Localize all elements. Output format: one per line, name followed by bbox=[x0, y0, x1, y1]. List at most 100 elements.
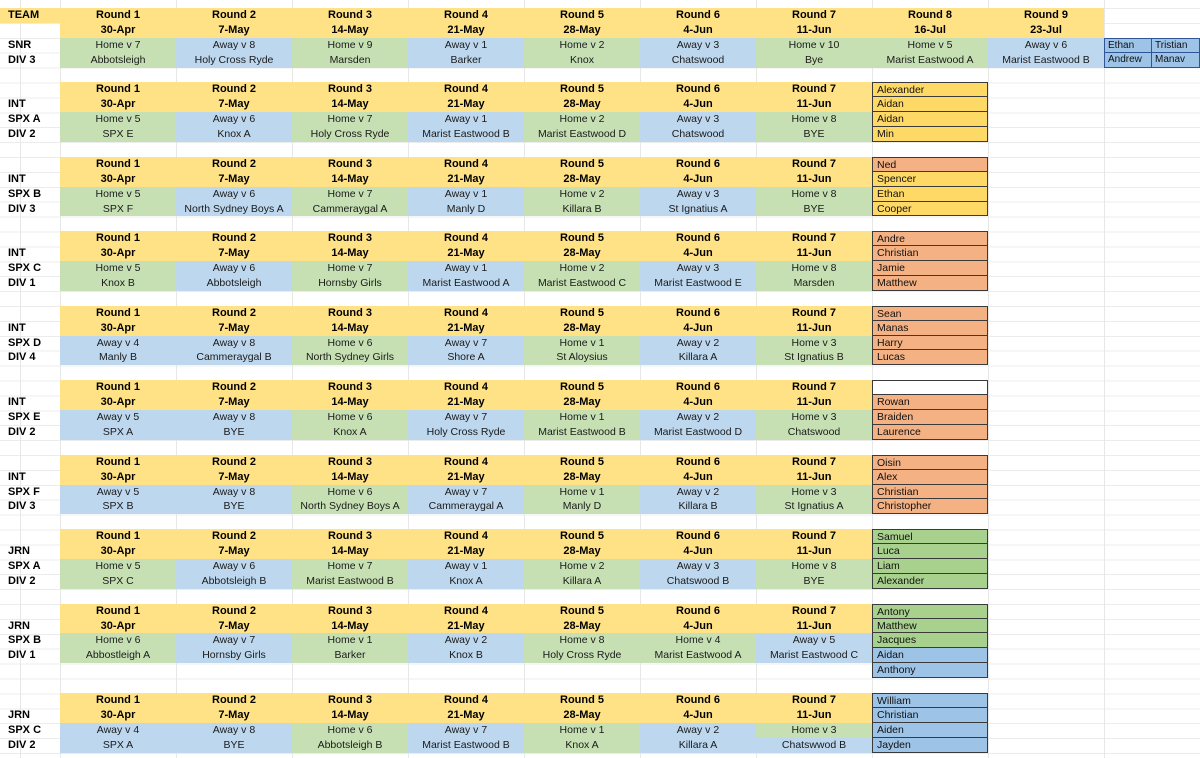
team-label-cell[interactable]: INT bbox=[8, 172, 26, 185]
round-header-cell[interactable]: Round 6 bbox=[640, 603, 756, 619]
team-label-cell[interactable]: INT bbox=[8, 247, 26, 260]
opponent-cell[interactable]: Manly B bbox=[60, 350, 176, 366]
opponent-cell[interactable]: Knox B bbox=[60, 276, 176, 291]
fixture-cell[interactable]: Away v 1 bbox=[408, 112, 524, 128]
round-header-cell[interactable]: Round 2 bbox=[176, 603, 292, 619]
player-name-cell[interactable]: Samuel bbox=[872, 529, 988, 545]
round-header-cell[interactable]: Round 4 bbox=[408, 603, 524, 619]
fixture-cell[interactable]: Away v 3 bbox=[640, 37, 756, 53]
opponent-cell[interactable]: Cammeraygal B bbox=[176, 350, 292, 366]
fixture-cell[interactable]: Home v 5 bbox=[60, 558, 176, 574]
round-header-cell[interactable]: Round 6 bbox=[640, 8, 756, 23]
round-header-cell[interactable]: Round 4 bbox=[408, 8, 524, 23]
team-label-cell[interactable]: SPX C bbox=[8, 262, 42, 275]
fixture-cell[interactable]: Away v 5 bbox=[756, 633, 872, 649]
round-date-cell[interactable]: 28-May bbox=[524, 320, 640, 336]
player-name-cell[interactable]: Andre bbox=[872, 231, 988, 247]
fixture-cell[interactable]: Away v 3 bbox=[640, 558, 756, 574]
team-label-cell[interactable]: SPX E bbox=[8, 411, 41, 424]
round-date-cell[interactable]: 30-Apr bbox=[60, 544, 176, 559]
round-header-cell[interactable]: Round 1 bbox=[60, 603, 176, 619]
opponent-cell[interactable]: Marist Eastwood B bbox=[292, 573, 408, 589]
player-name-cell[interactable]: Jacques bbox=[872, 633, 988, 649]
round-header-cell[interactable]: Round 5 bbox=[524, 82, 640, 98]
team-label-cell[interactable]: SPX A bbox=[8, 113, 41, 126]
player-name-cell[interactable]: Aiden bbox=[872, 722, 988, 738]
round-header-cell[interactable]: Round 7 bbox=[756, 529, 872, 545]
fixture-cell[interactable]: Away v 7 bbox=[408, 410, 524, 425]
round-header-cell[interactable]: Round 6 bbox=[640, 231, 756, 247]
team-label-cell[interactable] bbox=[0, 380, 60, 395]
round-date-cell[interactable]: 21-May bbox=[408, 22, 524, 38]
round-date-cell[interactable]: 14-May bbox=[292, 544, 408, 559]
round-date-cell[interactable]: 4-Jun bbox=[640, 469, 756, 485]
opponent-cell[interactable]: North Sydney Boys A bbox=[176, 201, 292, 217]
opponent-cell[interactable]: Holy Cross Ryde bbox=[524, 648, 640, 664]
team-label-cell[interactable]: INT bbox=[8, 321, 26, 334]
team-label-cell[interactable]: SPX B bbox=[8, 187, 42, 200]
fixture-cell[interactable]: Away v 3 bbox=[640, 112, 756, 128]
fixture-cell[interactable]: Home v 2 bbox=[524, 112, 640, 128]
opponent-cell[interactable]: Barker bbox=[408, 52, 524, 68]
round-date-cell[interactable]: 21-May bbox=[408, 246, 524, 262]
round-header-cell[interactable]: Round 3 bbox=[292, 8, 408, 23]
player-name-cell[interactable]: Matthew bbox=[872, 618, 988, 634]
fixture-cell[interactable]: Away v 1 bbox=[408, 37, 524, 53]
opponent-cell[interactable]: Chatswood bbox=[640, 127, 756, 143]
fixture-cell[interactable]: Home v 3 bbox=[756, 410, 872, 425]
player-name-cell[interactable]: Anthony bbox=[872, 663, 988, 679]
team-label-cell[interactable]: DIV 3 bbox=[8, 53, 36, 66]
opponent-cell[interactable]: Manly D bbox=[408, 201, 524, 217]
team-label-cell[interactable]: DIV 2 bbox=[8, 128, 36, 141]
opponent-cell[interactable]: Marist Eastwood D bbox=[524, 127, 640, 143]
player-name-cell[interactable]: Alexander bbox=[872, 573, 988, 589]
team-label-cell[interactable] bbox=[0, 529, 60, 544]
fixture-cell[interactable]: Home v 6 bbox=[292, 722, 408, 738]
opponent-cell[interactable]: Abbotsleigh bbox=[60, 52, 176, 68]
player-name-cell[interactable]: Matthew bbox=[872, 276, 988, 291]
round-date-cell[interactable]: 14-May bbox=[292, 707, 408, 723]
round-header-cell[interactable]: Round 5 bbox=[524, 305, 640, 321]
fixture-cell[interactable]: Away v 6 bbox=[176, 112, 292, 128]
round-header-cell[interactable]: Round 5 bbox=[524, 380, 640, 396]
round-header-cell[interactable]: Round 7 bbox=[756, 82, 872, 98]
round-header-cell[interactable]: Round 6 bbox=[640, 454, 756, 470]
opponent-cell[interactable]: Manly D bbox=[524, 499, 640, 515]
fixture-cell[interactable]: Home v 5 bbox=[872, 37, 988, 53]
opponent-cell[interactable]: Hornsby Girls bbox=[176, 648, 292, 664]
player-name-cell[interactable]: Manas bbox=[872, 320, 988, 336]
round-date-cell[interactable]: 28-May bbox=[524, 469, 640, 485]
fixture-cell[interactable]: Away v 2 bbox=[640, 335, 756, 351]
player-name-cell[interactable]: Andrew bbox=[1104, 52, 1152, 68]
opponent-cell[interactable]: Chatswood B bbox=[640, 573, 756, 589]
opponent-cell[interactable]: SPX B bbox=[60, 499, 176, 515]
team-label-cell[interactable]: INT bbox=[8, 396, 26, 409]
team-label-cell[interactable]: SPX A bbox=[8, 559, 41, 572]
fixture-cell[interactable]: Away v 1 bbox=[408, 186, 524, 202]
player-name-cell[interactable]: Ethan bbox=[1104, 37, 1152, 53]
player-name-cell[interactable]: Christian bbox=[872, 246, 988, 262]
round-header-cell[interactable]: Round 6 bbox=[640, 380, 756, 396]
round-header-cell[interactable]: Round 4 bbox=[408, 454, 524, 470]
opponent-cell[interactable]: Marist Eastwood B bbox=[408, 127, 524, 143]
round-header-cell[interactable]: Round 7 bbox=[756, 231, 872, 247]
player-name-cell[interactable]: Cooper bbox=[872, 201, 988, 217]
round-date-cell[interactable]: 7-May bbox=[176, 320, 292, 336]
round-header-cell[interactable]: Round 2 bbox=[176, 454, 292, 470]
opponent-cell[interactable]: St Ignatius A bbox=[756, 499, 872, 515]
player-name-cell[interactable]: Luca bbox=[872, 544, 988, 559]
opponent-cell[interactable]: BYE bbox=[176, 424, 292, 440]
round-header-cell[interactable]: Round 3 bbox=[292, 692, 408, 708]
round-date-cell[interactable]: 21-May bbox=[408, 707, 524, 723]
team-label-cell[interactable] bbox=[0, 455, 60, 470]
fixture-cell[interactable]: Home v 8 bbox=[756, 261, 872, 277]
round-header-cell[interactable]: Round 7 bbox=[756, 454, 872, 470]
player-name-cell[interactable]: Christopher bbox=[872, 499, 988, 515]
round-date-cell[interactable]: 21-May bbox=[408, 171, 524, 187]
round-date-cell[interactable]: 21-May bbox=[408, 97, 524, 113]
round-date-cell[interactable]: 14-May bbox=[292, 97, 408, 113]
team-label-cell[interactable]: SNR bbox=[8, 38, 32, 51]
round-header-cell[interactable]: Round 5 bbox=[524, 156, 640, 172]
round-header-cell[interactable]: Round 2 bbox=[176, 156, 292, 172]
round-date-cell[interactable]: 28-May bbox=[524, 618, 640, 634]
